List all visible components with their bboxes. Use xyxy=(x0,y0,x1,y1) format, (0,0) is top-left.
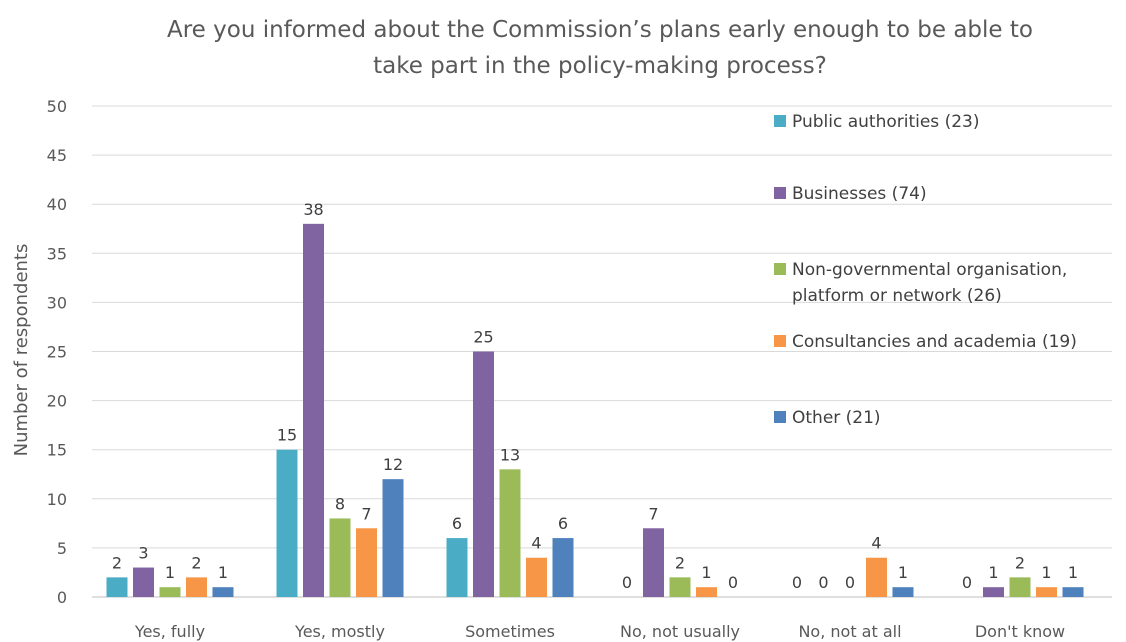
data-label: 6 xyxy=(558,514,568,533)
data-label: 7 xyxy=(648,504,658,523)
bar xyxy=(1062,587,1084,597)
x-tick-label: Yes, mostly xyxy=(294,622,385,641)
legend-label: platform or network (26) xyxy=(792,286,1002,306)
data-label: 4 xyxy=(871,534,881,553)
data-label: 1 xyxy=(898,563,908,582)
chart-title: Are you informed about the Commission’s … xyxy=(100,12,1100,84)
bar xyxy=(106,577,128,597)
legend-label: Public authorities (23) xyxy=(792,112,979,132)
bar xyxy=(212,587,234,597)
bar xyxy=(552,538,574,597)
bar xyxy=(892,587,914,597)
y-axis-label: Number of respondents xyxy=(11,244,32,457)
data-label: 1 xyxy=(1068,563,1078,582)
data-label: 0 xyxy=(845,573,855,592)
bar xyxy=(276,449,298,597)
data-label: 1 xyxy=(1041,563,1051,582)
data-label: 2 xyxy=(1015,553,1025,572)
x-tick-label: No, not at all xyxy=(798,622,901,641)
data-label: 0 xyxy=(792,573,802,592)
bar xyxy=(866,557,887,597)
data-label: 2 xyxy=(675,553,685,572)
y-tick-label: 50 xyxy=(47,97,67,116)
legend-label: Non-governmental organisation, xyxy=(792,260,1067,280)
bar xyxy=(499,469,521,597)
y-tick-label: 35 xyxy=(47,244,67,263)
bar xyxy=(526,557,547,597)
bar xyxy=(669,577,691,597)
bar xyxy=(356,528,377,597)
legend-swatch xyxy=(774,263,786,275)
y-tick-label: 30 xyxy=(47,293,67,312)
y-tick-label: 20 xyxy=(47,392,67,411)
bar xyxy=(1009,577,1031,597)
legend-label: Businesses (74) xyxy=(792,184,927,204)
x-tick-label: Sometimes xyxy=(465,622,555,641)
y-tick-label: 0 xyxy=(57,588,67,607)
y-tick-label: 15 xyxy=(47,441,67,460)
bar xyxy=(643,528,664,597)
gridlines xyxy=(92,105,1112,598)
data-label: 25 xyxy=(473,328,493,347)
data-label: 12 xyxy=(383,455,403,474)
legend-swatch xyxy=(774,335,786,347)
data-label: 8 xyxy=(335,494,345,513)
y-tick-label: 40 xyxy=(47,195,67,214)
legend-label: Other (21) xyxy=(792,408,881,428)
y-tick-label: 10 xyxy=(47,490,67,509)
data-label: 2 xyxy=(191,553,201,572)
data-label: 0 xyxy=(818,573,828,592)
data-label: 15 xyxy=(277,426,297,445)
data-label: 0 xyxy=(622,573,632,592)
data-label: 3 xyxy=(138,544,148,563)
bar xyxy=(446,538,468,597)
bar xyxy=(473,351,494,597)
bar xyxy=(133,567,154,597)
bar xyxy=(159,587,181,597)
bar xyxy=(1036,587,1057,597)
bar xyxy=(983,587,1004,597)
data-label: 0 xyxy=(728,573,738,592)
x-tick-label: No, not usually xyxy=(620,622,740,641)
data-label: 13 xyxy=(500,445,520,464)
data-label: 4 xyxy=(531,534,541,553)
data-label: 1 xyxy=(701,563,711,582)
chart-title-line-2: take part in the policy-making process? xyxy=(373,53,827,79)
x-axis-ticks: Yes, fully Yes, mostly Sometimes No, not us… xyxy=(134,622,1065,641)
legend-swatch xyxy=(774,411,786,423)
y-tick-label: 5 xyxy=(57,539,67,558)
legend-label: Consultancies and academia (19) xyxy=(792,332,1077,352)
x-tick-label: Don't know xyxy=(975,622,1065,641)
data-label: 6 xyxy=(452,514,462,533)
bar xyxy=(329,518,351,597)
data-label: 1 xyxy=(165,563,175,582)
x-tick-label: Yes, fully xyxy=(134,622,205,641)
data-label: 0 xyxy=(962,573,972,592)
bar xyxy=(303,223,324,597)
data-label: 7 xyxy=(361,504,371,523)
legend-swatch xyxy=(774,115,786,127)
y-tick-label: 45 xyxy=(47,146,67,165)
data-label: 1 xyxy=(988,563,998,582)
bar xyxy=(382,479,404,597)
legend-swatch xyxy=(774,187,786,199)
legend: Public authorities (23) Businesses (74) No… xyxy=(774,112,1077,428)
data-label: 1 xyxy=(218,563,228,582)
data-label: 2 xyxy=(112,553,122,572)
y-axis-ticks: 0 5 10 15 20 25 30 35 40 45 50 xyxy=(47,97,67,607)
bar xyxy=(696,587,717,597)
data-label: 38 xyxy=(303,200,323,219)
y-tick-label: 25 xyxy=(47,343,67,362)
bar xyxy=(186,577,207,597)
chart-title-line-1: Are you informed about the Commission’s … xyxy=(167,17,1033,43)
